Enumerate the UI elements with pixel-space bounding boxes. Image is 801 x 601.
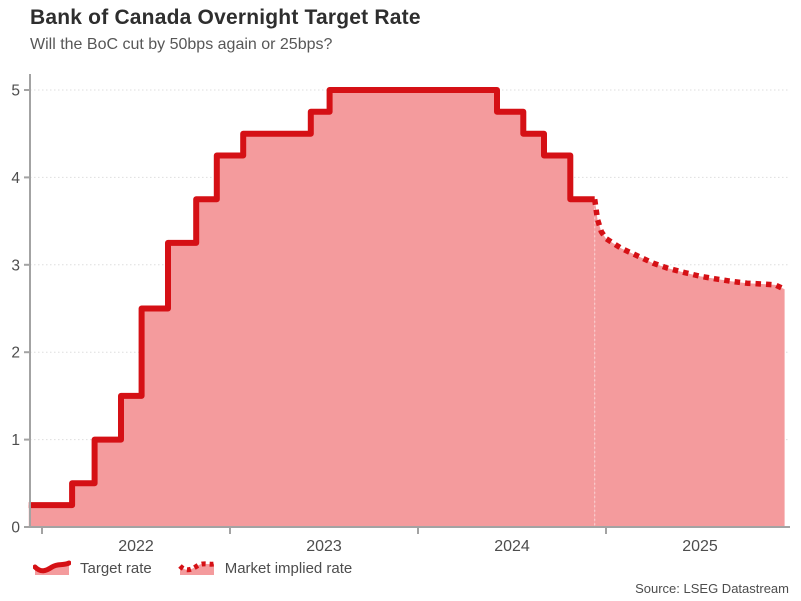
source-note: Source: LSEG Datastream (635, 581, 789, 596)
x-tick-label: 2023 (306, 538, 342, 555)
y-tick-label: 0 (11, 520, 20, 537)
target-rate-swatch-icon (32, 556, 72, 581)
target-rate-line (28, 87, 595, 509)
y-tick-label: 1 (11, 432, 20, 449)
y-tick-label: 2 (11, 345, 20, 362)
x-tick-label: 2024 (494, 538, 530, 555)
legend-item-target-rate: Target rate (32, 556, 152, 581)
chart-title: Bank of Canada Overnight Target Rate (30, 6, 421, 29)
x-tick-label: 2025 (682, 538, 718, 555)
y-tick-label: 4 (11, 170, 20, 187)
y-tick-label: 3 (11, 257, 20, 274)
market-implied-line (591, 198, 786, 292)
x-tick-label: 2022 (118, 538, 154, 555)
legend-label-target-rate: Target rate (80, 560, 152, 577)
legend-item-market-implied-rate: Market implied rate (177, 556, 353, 581)
legend: Target rate Market implied rate (32, 556, 353, 581)
y-tick-label: 5 (11, 83, 20, 100)
legend-label-market-implied-rate: Market implied rate (224, 560, 353, 577)
target-rate-area (28, 90, 595, 527)
market-implied-rate-swatch-icon (177, 556, 216, 581)
chart-subtitle: Will the BoC cut by 50bps again or 25bps… (30, 36, 333, 53)
market-implied-area (594, 199, 785, 528)
